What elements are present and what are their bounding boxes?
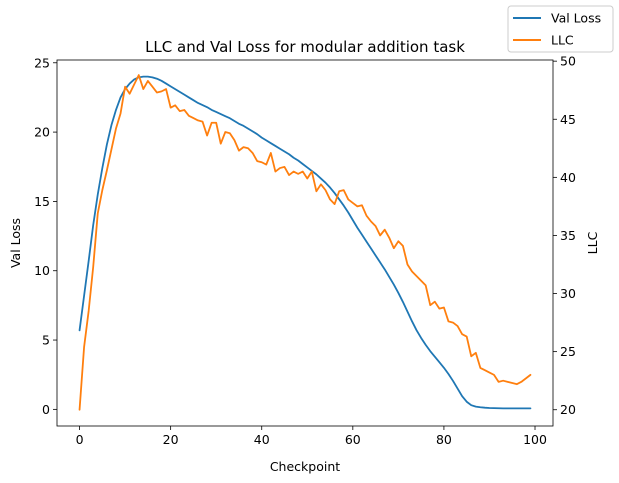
right-y-tick-label: 30: [560, 286, 576, 301]
left-y-tick-label: 10: [34, 263, 50, 278]
x-axis-ticks: 0 20 40 60 80 100: [76, 426, 547, 447]
x-tick-label: 80: [436, 432, 452, 447]
left-y-tick-label: 5: [42, 333, 50, 348]
right-y-tick-label: 50: [560, 54, 576, 69]
plot-frame: [56, 59, 554, 427]
right-y-tick-label: 20: [560, 402, 576, 417]
right-y-tick-label: 45: [560, 112, 576, 127]
legend: Val Loss LLC: [507, 5, 614, 53]
legend-label-val-loss: Val Loss: [551, 11, 601, 26]
left-y-tick-label: 20: [34, 125, 50, 140]
x-tick-label: 100: [523, 432, 547, 447]
left-y-tick-label: 15: [34, 194, 50, 209]
right-y-tick-label: 40: [560, 170, 576, 185]
x-tick-label: 40: [254, 432, 270, 447]
x-tick-label: 60: [345, 432, 361, 447]
left-y-tick-label: 25: [34, 55, 50, 70]
x-tick-label: 0: [76, 432, 84, 447]
right-y-tick-label: 25: [560, 344, 576, 359]
right-y-axis-label: LLC: [585, 231, 600, 254]
legend-label-llc: LLC: [551, 33, 574, 48]
right-y-axis-ticks: 20 25 30 35 40 45 50: [553, 54, 576, 417]
x-axis-label: Checkpoint: [270, 459, 340, 474]
series-line-val-loss: [78, 75, 532, 410]
x-tick-label: 20: [163, 432, 179, 447]
left-y-axis-ticks: 0 5 10 15 20 25: [34, 55, 57, 417]
series-line-llc: [78, 74, 532, 411]
left-y-axis-label: Val Loss: [8, 218, 23, 268]
chart-title: LLC and Val Loss for modular addition ta…: [145, 38, 465, 56]
left-y-tick-label: 0: [42, 402, 50, 417]
series-layer: [78, 74, 532, 411]
right-y-tick-label: 35: [560, 228, 576, 243]
